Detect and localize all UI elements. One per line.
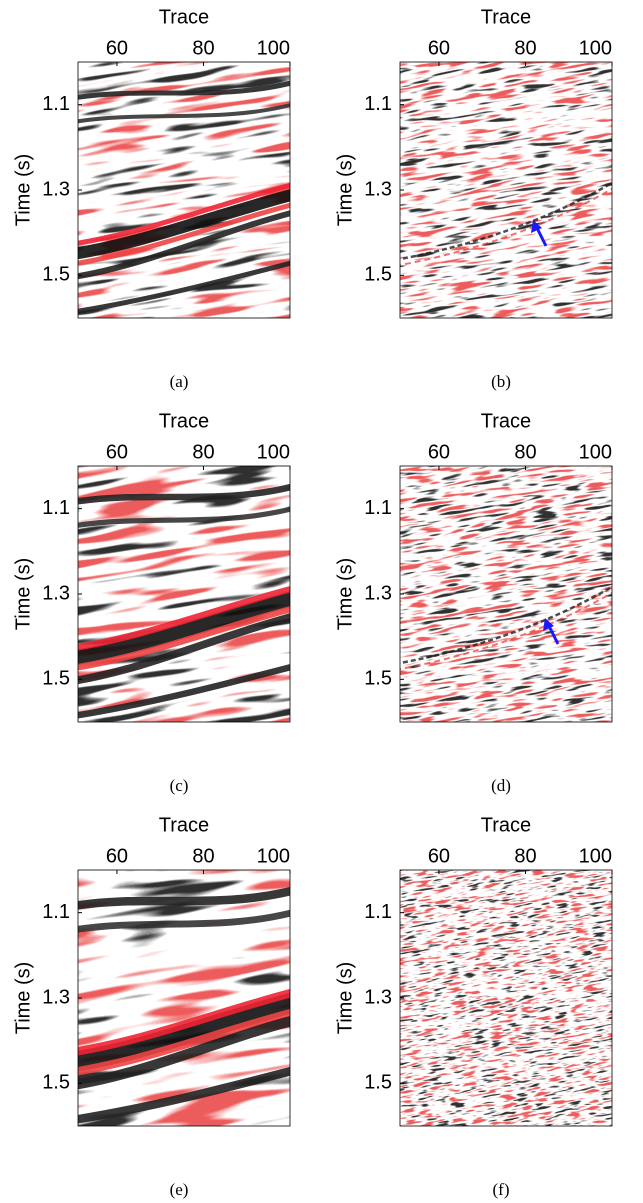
seismic-panel (78, 62, 290, 318)
x-tick-label: 100 (257, 441, 290, 463)
seismic-texture (400, 466, 612, 722)
caption: (b) (491, 372, 511, 391)
seismic-panel (400, 62, 612, 318)
reflection-band (78, 988, 290, 1056)
y-tick-label: 1.1 (42, 93, 70, 115)
reflection-band (78, 483, 290, 505)
y-tick-label: 1.1 (364, 901, 392, 923)
x-axis-title: Trace (481, 410, 531, 432)
seismic-texture (400, 62, 612, 318)
reflection-band (78, 202, 290, 266)
reflection-band (78, 585, 290, 651)
x-tick-label: 60 (428, 845, 450, 867)
x-tick-label: 80 (192, 441, 214, 463)
x-tick-label: 80 (192, 845, 214, 867)
x-tick-label: 60 (106, 845, 128, 867)
reflection-band (78, 663, 290, 719)
reflection-band (78, 189, 290, 260)
event-line (400, 591, 612, 671)
x-tick-label: 80 (514, 37, 536, 59)
arrow-head (543, 618, 554, 631)
y-tick-label: 1.5 (364, 668, 392, 690)
x-tick-label: 100 (579, 441, 612, 463)
y-tick-label: 1.3 (364, 582, 392, 604)
x-axis-title: Trace (481, 814, 531, 836)
seismic-panel (400, 870, 612, 1126)
x-tick-label: 80 (192, 37, 214, 59)
y-tick-label: 1.5 (364, 1072, 392, 1094)
event-line (400, 187, 612, 267)
event-line (400, 585, 612, 665)
y-tick-label: 1.3 (42, 582, 70, 604)
y-axis-title: Time (s) (334, 154, 356, 227)
seismic-panel (78, 466, 290, 722)
x-tick-label: 100 (579, 845, 612, 867)
seismic-panel (78, 870, 290, 1126)
x-tick-label: 100 (257, 37, 290, 59)
y-tick-label: 1.1 (42, 497, 70, 519)
y-tick-label: 1.1 (42, 901, 70, 923)
x-tick-label: 60 (106, 37, 128, 59)
x-axis-title: Trace (159, 6, 209, 28)
reflection-band (78, 506, 290, 528)
reflection-band (78, 886, 290, 910)
x-axis-title: Trace (481, 6, 531, 28)
x-tick-label: 60 (428, 441, 450, 463)
y-tick-label: 1.3 (42, 986, 70, 1008)
caption: (a) (170, 372, 189, 391)
x-tick-label: 60 (106, 441, 128, 463)
y-tick-label: 1.5 (42, 668, 70, 690)
y-tick-label: 1.3 (42, 178, 70, 200)
event-line (400, 181, 612, 261)
caption: (e) (170, 1180, 189, 1199)
reflection-band (78, 260, 290, 314)
x-axis-title: Trace (159, 814, 209, 836)
reflection-band (78, 605, 290, 671)
reflection-band (78, 210, 290, 280)
seismic-panel (400, 466, 612, 722)
y-tick-label: 1.3 (364, 986, 392, 1008)
x-tick-label: 80 (514, 441, 536, 463)
x-tick-label: 80 (514, 845, 536, 867)
y-tick-label: 1.5 (42, 264, 70, 286)
reflection-band (78, 1008, 290, 1076)
y-tick-label: 1.3 (364, 178, 392, 200)
reflection-band (78, 80, 290, 100)
reflection-band (78, 992, 290, 1072)
seismic-texture (400, 870, 612, 1126)
y-axis-title: Time (s) (12, 558, 34, 631)
x-tick-label: 100 (579, 37, 612, 59)
y-tick-label: 1.1 (364, 93, 392, 115)
x-axis-title: Trace (159, 410, 209, 432)
y-tick-label: 1.5 (42, 1072, 70, 1094)
caption: (d) (491, 776, 511, 795)
y-axis-title: Time (s) (12, 962, 34, 1035)
y-axis-title: Time (s) (334, 558, 356, 631)
reflection-band (78, 591, 290, 666)
caption: (c) (170, 776, 189, 795)
reflection-band (78, 103, 290, 124)
reflection-band (78, 613, 290, 685)
x-tick-label: 100 (257, 845, 290, 867)
y-axis-title: Time (s) (334, 962, 356, 1035)
reflection-band (78, 182, 290, 246)
reflection-band (78, 1066, 290, 1124)
reflection-band (78, 1016, 290, 1090)
x-tick-label: 60 (428, 37, 450, 59)
reflection-band (78, 909, 290, 933)
arrow-head (531, 220, 542, 233)
y-axis-title: Time (s) (12, 154, 34, 227)
y-tick-label: 1.1 (364, 497, 392, 519)
y-tick-label: 1.5 (364, 264, 392, 286)
caption: (f) (493, 1180, 510, 1199)
